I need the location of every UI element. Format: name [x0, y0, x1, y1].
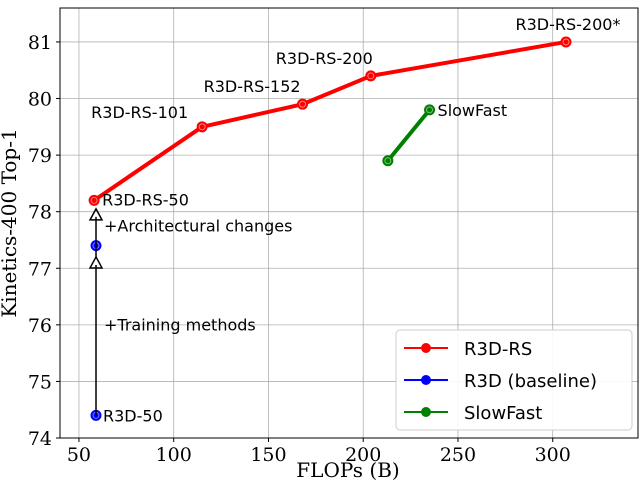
y-tick-label: 77: [28, 258, 52, 280]
data-point: [197, 122, 207, 132]
y-tick-label: 74: [28, 428, 52, 450]
arrow-label: +Training methods: [104, 316, 256, 335]
arrow-label: +Architectural changes: [104, 216, 292, 235]
y-tick-label: 80: [28, 89, 52, 111]
data-point: [425, 105, 435, 115]
data-point: [366, 71, 376, 81]
x-tick-label: 100: [156, 444, 192, 466]
point-label: R3D-RS-101: [91, 103, 188, 122]
y-tick-label: 76: [28, 315, 52, 337]
legend-entry: R3D (baseline): [464, 371, 597, 392]
data-point: [561, 37, 571, 47]
legend: R3D-RS R3D (baseline) SlowFast: [396, 330, 632, 430]
point-label: SlowFast: [438, 101, 508, 120]
y-tick-label: 78: [28, 202, 52, 224]
x-tick-label: 300: [535, 444, 571, 466]
x-tick-label: 50: [67, 444, 91, 466]
y-axis-label: Kinetics-400 Top-1: [0, 128, 21, 317]
legend-swatch-marker: [421, 343, 431, 353]
data-point: [383, 156, 393, 166]
y-tick-label: 79: [28, 145, 52, 167]
data-point: [89, 195, 99, 205]
point-label: R3D-RS-152: [204, 77, 301, 96]
x-axis-label: FLOPs (B): [296, 458, 399, 482]
point-label: R3D-50: [103, 406, 163, 425]
data-point: [298, 99, 308, 109]
point-label: R3D-RS-200: [276, 49, 373, 68]
legend-entry: SlowFast: [464, 403, 542, 424]
legend-entry: R3D-RS: [464, 339, 532, 360]
legend-swatch-marker: [421, 375, 431, 385]
y-tick-label: 81: [28, 32, 52, 54]
point-label: R3D-RS-200*: [515, 15, 620, 34]
legend-swatch-marker: [421, 407, 431, 417]
x-tick-label: 250: [440, 444, 476, 466]
point-label: R3D-RS-50: [102, 190, 189, 209]
x-tick-label: 150: [250, 444, 286, 466]
y-tick-label: 75: [28, 371, 52, 393]
